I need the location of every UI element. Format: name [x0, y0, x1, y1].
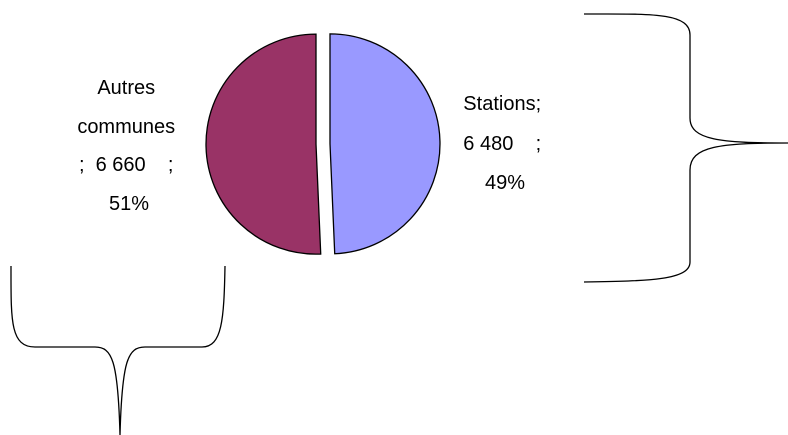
pie-slice-stations [329, 33, 441, 255]
slice-label-autres-communes: Autres communes ; 6 660 ; 51% [77, 77, 180, 215]
slice-label-stations: Stations; 6 480 ; 49% [463, 93, 546, 194]
bottom-curly-brace [10, 265, 226, 435]
right-curly-brace [583, 13, 788, 283]
slice-label-autres-line-3: ; 6 660 ; [79, 154, 174, 176]
slice-label-autres-line-2: communes [77, 116, 175, 138]
slice-label-stations-line-2: 6 480 ; [463, 133, 541, 155]
pie-slice-autres-communes [205, 33, 322, 255]
slice-label-stations-line-3: 49% [485, 172, 525, 194]
slice-label-autres-line-1: Autres [97, 77, 155, 99]
slice-label-autres-line-4: 51% [109, 193, 149, 215]
slice-label-stations-line-1: Stations; [463, 93, 541, 115]
pie-slices [205, 33, 441, 255]
